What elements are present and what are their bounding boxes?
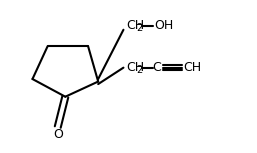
Text: C: C	[153, 61, 161, 74]
Text: O: O	[53, 128, 63, 141]
Text: CH: CH	[126, 19, 144, 32]
Text: CH: CH	[183, 61, 202, 74]
Text: CH: CH	[126, 61, 144, 74]
Text: OH: OH	[154, 19, 173, 32]
Text: 2: 2	[136, 24, 143, 34]
Text: 2: 2	[136, 65, 143, 75]
